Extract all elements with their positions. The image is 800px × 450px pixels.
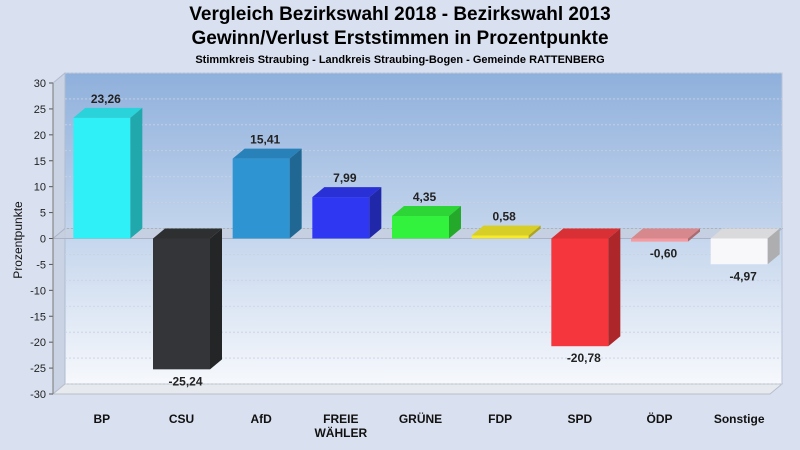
bar-top [73, 107, 143, 118]
bar-top [471, 225, 541, 236]
bar [710, 238, 768, 265]
x-tick-label: CSU [169, 412, 194, 426]
bar [153, 238, 210, 370]
bar [471, 235, 529, 239]
bar-top [392, 205, 461, 216]
data-label: 23,26 [91, 92, 121, 106]
data-label: 0,58 [492, 209, 516, 223]
chart-title: Vergleich Bezirkswahl 2018 - Bezirkswahl… [189, 4, 611, 25]
bar-group: -0,60 [631, 228, 700, 261]
bar-side [767, 228, 780, 265]
bars: 23,26 -25,24 15,41 7,99 4,35 0,58 -20,78 -0,60 -… [73, 92, 780, 388]
floor [51, 383, 784, 395]
data-label: 15,41 [250, 133, 280, 147]
chart-subtitle: Gewinn/Verlust Erststimmen in Prozentpun… [191, 28, 609, 49]
x-tick-label: SPD [567, 412, 592, 426]
y-tick-label: 30 [34, 78, 46, 90]
bar-top [631, 228, 700, 239]
bar-side [608, 228, 621, 347]
bar-top [153, 228, 222, 239]
bar-side [210, 228, 222, 370]
y-tick-label: 0 [40, 234, 46, 246]
bar-group: -20,78 [551, 228, 621, 365]
x-tick-label: FREIE [323, 412, 358, 426]
bar [392, 215, 449, 239]
x-tick-label: WÄHLER [314, 425, 367, 440]
y-tick-label: -5 [36, 259, 46, 271]
bar-group: -4,97 [710, 228, 780, 283]
x-tick-label: BP [93, 412, 110, 426]
data-label: -0,60 [650, 247, 678, 261]
bar-side [528, 225, 541, 239]
bar-side [130, 107, 143, 239]
x-tick-label: Sonstige [714, 412, 765, 426]
bar [73, 117, 131, 239]
y-tick-label: 5 [40, 208, 46, 220]
bar [631, 238, 688, 242]
y-tick-label: -15 [30, 311, 46, 323]
x-tick-label: AfD [251, 412, 273, 426]
bar-group: 15,41 [232, 133, 302, 239]
y-tick-label: 15 [34, 156, 46, 168]
bar-group: 0,58 [471, 209, 541, 239]
y-axis: -30 -25 -20 -15 -10 -5 0 5 10 15 20 25 30 [30, 78, 54, 401]
data-label: 4,35 [413, 190, 437, 204]
bar-side [688, 228, 700, 242]
chart-subtitle-region: Stimmkreis Straubing - Landkreis Straubi… [195, 54, 605, 66]
bar-group: -25,24 [153, 228, 222, 388]
y-tick-label: -25 [30, 363, 46, 375]
bar-top [232, 148, 302, 159]
bar-top [710, 228, 780, 239]
bar [312, 197, 370, 239]
y-tick-label: -10 [30, 285, 46, 297]
bar-side [289, 148, 302, 239]
bar-group: 7,99 [312, 171, 382, 239]
x-tick-label: GRÜNE [399, 411, 442, 426]
data-label: 7,99 [333, 171, 357, 185]
data-label: -25,24 [168, 374, 202, 388]
bar-top [312, 187, 382, 198]
y-tick-label: 20 [34, 130, 46, 142]
y-tick-label: -20 [30, 337, 46, 349]
bar [551, 238, 609, 347]
bar-group: 23,26 [73, 92, 143, 239]
y-axis-label: Prozentpunkte [11, 201, 25, 279]
bar-side [449, 205, 461, 239]
y-tick-label: -30 [30, 389, 46, 401]
data-label: -20,78 [567, 351, 601, 365]
y-tick-label: 25 [34, 104, 46, 116]
bar-group: 4,35 [392, 190, 461, 239]
data-label: -4,97 [729, 269, 757, 283]
bar [232, 158, 290, 239]
bar-side [369, 187, 382, 239]
x-tick-label: FDP [488, 412, 512, 426]
bar-top [551, 228, 621, 239]
y-tick-label: 10 [34, 182, 46, 194]
x-tick-label: ÖDP [646, 411, 672, 426]
